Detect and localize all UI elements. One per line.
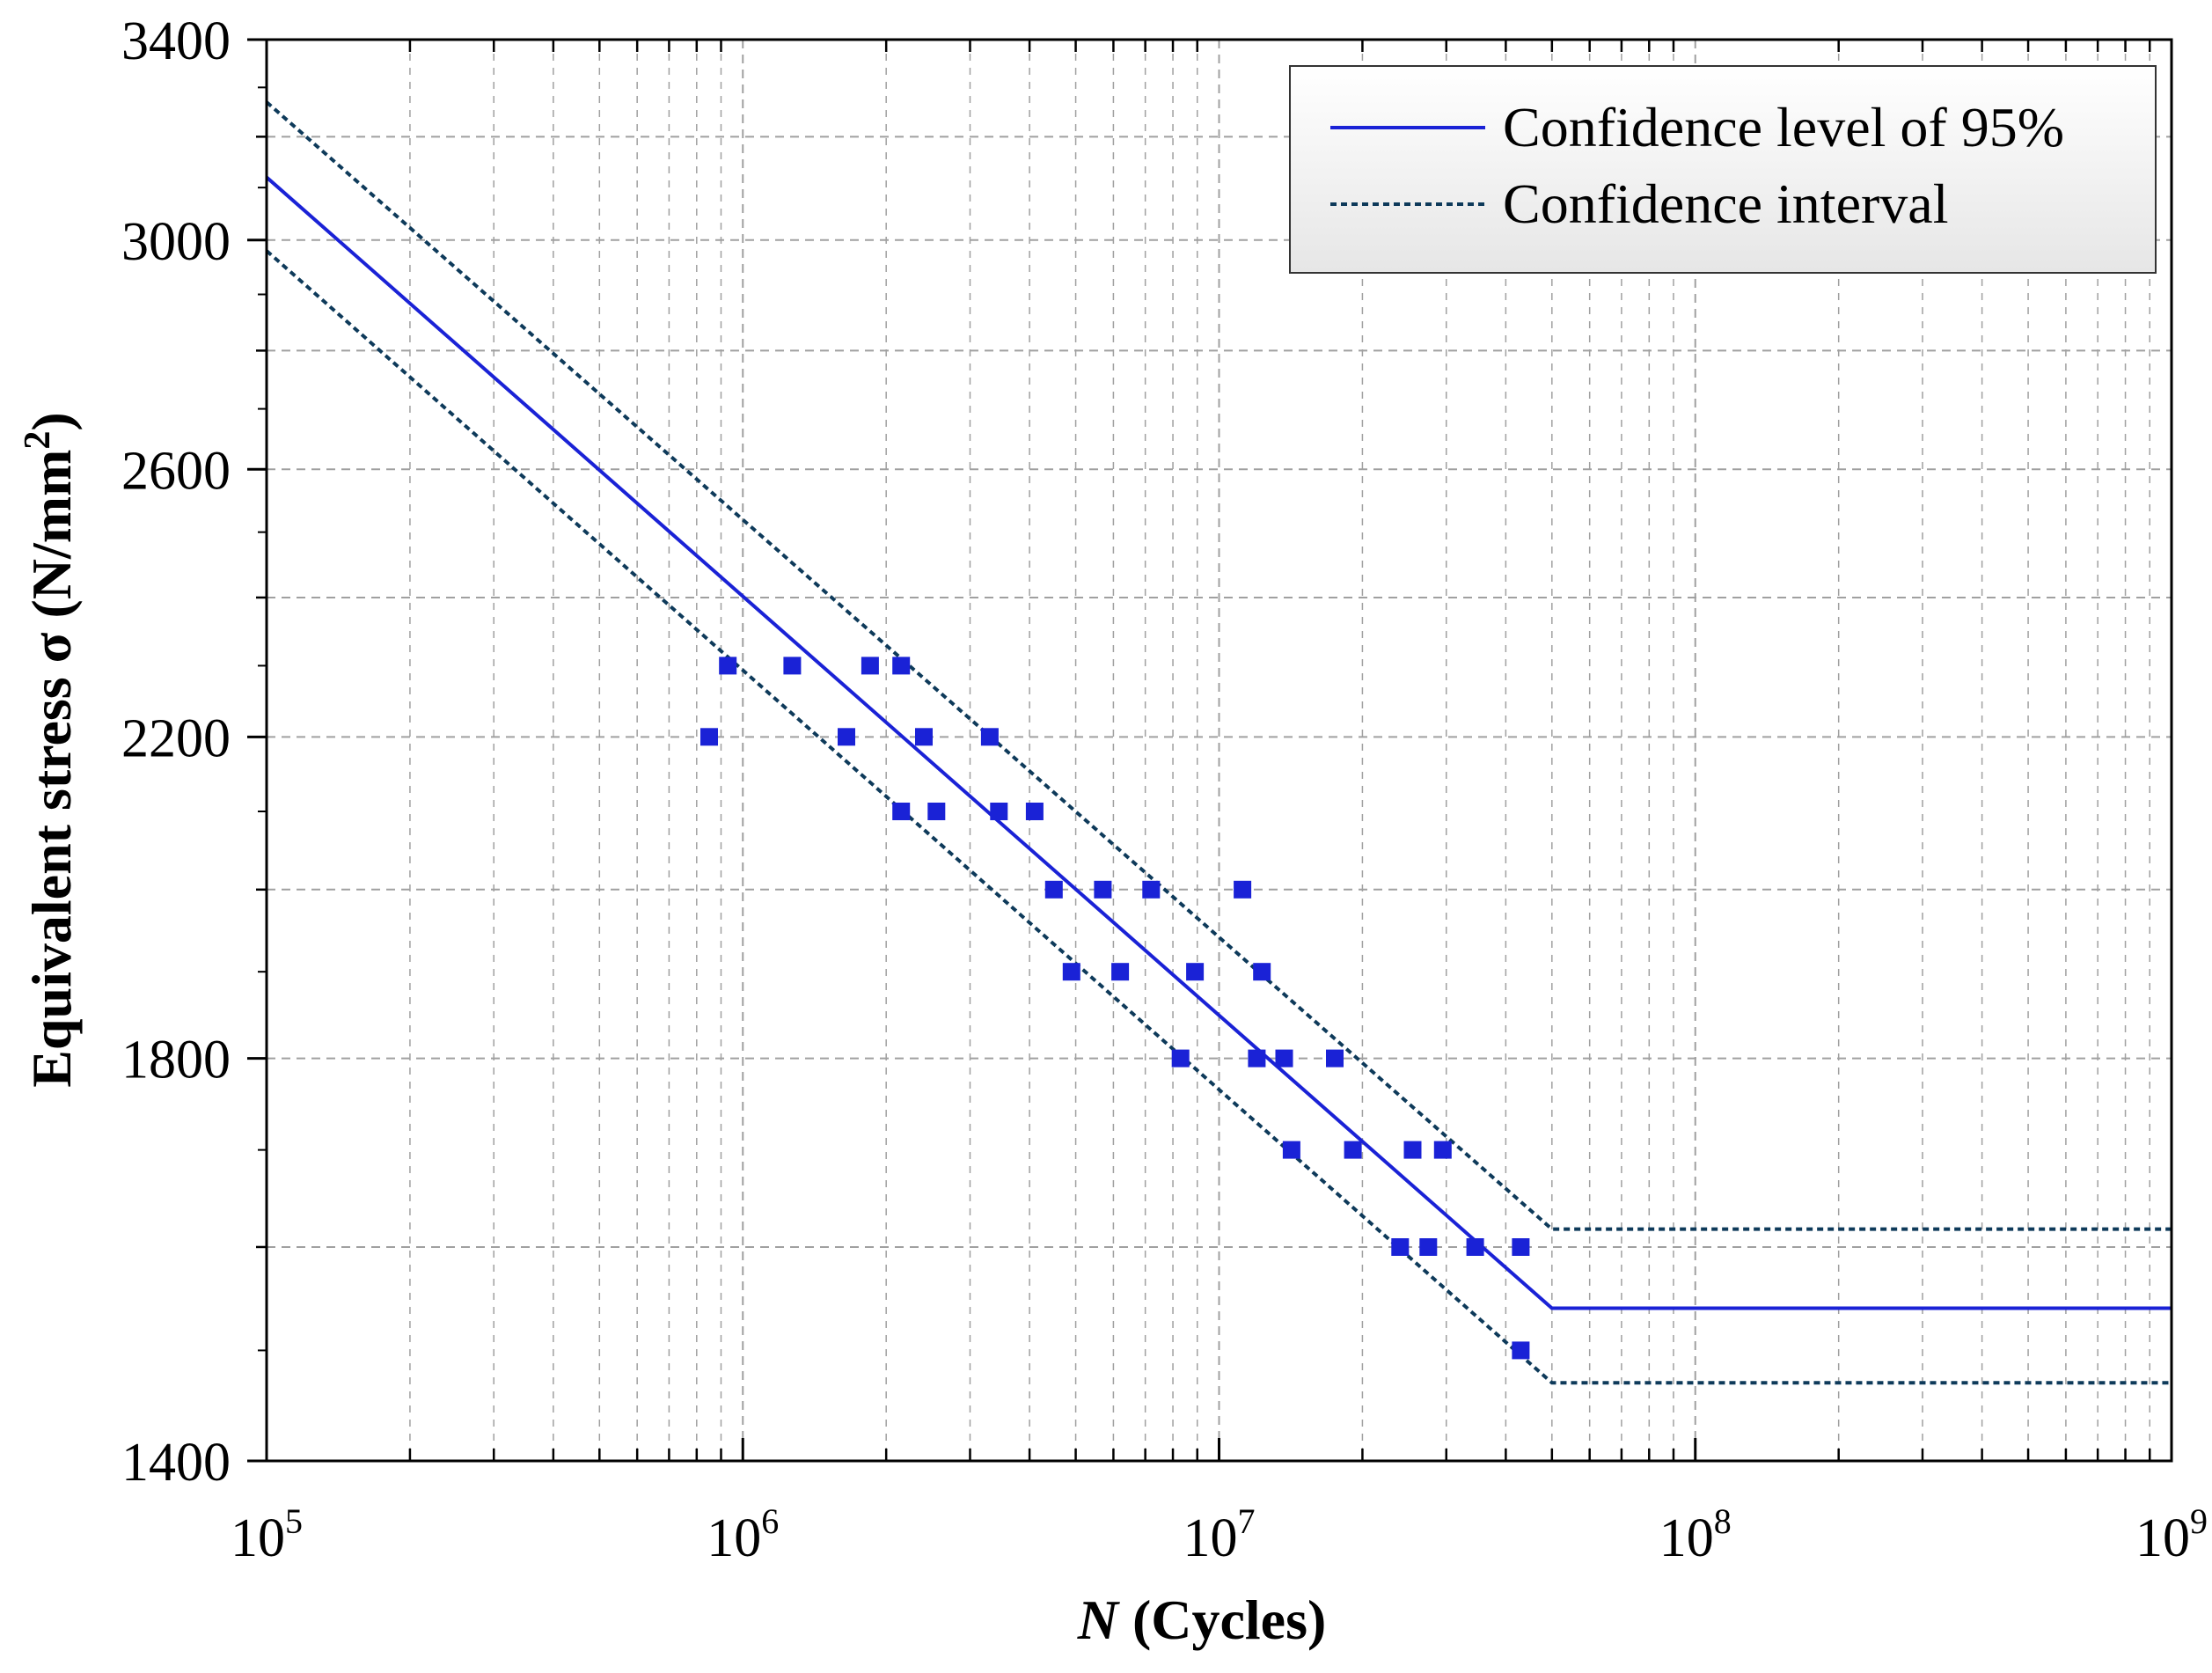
y-tick-labels: 1400 1800 2200 2600 3000 3400	[121, 11, 231, 1493]
y-axis-title-end: )	[20, 412, 83, 430]
data-point	[915, 728, 933, 746]
x-axis-title-italic: N	[1077, 1589, 1121, 1651]
data-point	[892, 657, 911, 675]
data-point	[1466, 1238, 1484, 1256]
y-axis-title-sup: 2	[18, 431, 58, 450]
data-point	[1111, 963, 1130, 981]
axis-ticks	[247, 38, 2173, 1463]
y-tick-label: 1400	[121, 1433, 231, 1493]
data-point	[1419, 1238, 1438, 1256]
confidence-interval-line	[267, 249, 2172, 1385]
x-tick-label: 106	[707, 1501, 779, 1568]
data-point	[719, 657, 737, 675]
legend-box	[1289, 65, 2157, 274]
x-tick-label: 105	[231, 1501, 303, 1568]
data-point	[990, 803, 1008, 820]
data-point	[1512, 1341, 1530, 1360]
legend: Confidence level of 95% Confidence inter…	[1289, 65, 2157, 274]
data-point	[783, 657, 802, 675]
x-tick-labels: 105 106 107 108 109	[231, 1501, 2208, 1568]
x-tick-label: 107	[1183, 1501, 1256, 1568]
data-point	[1326, 1049, 1344, 1068]
data-point	[1142, 880, 1161, 899]
legend-label-confidence-level: Confidence level of 95%	[1503, 96, 2064, 158]
y-tick-label: 2600	[121, 441, 231, 501]
data-point	[1094, 880, 1112, 899]
data-point	[1403, 1141, 1422, 1159]
data-point	[927, 803, 946, 820]
data-point	[1344, 1141, 1362, 1159]
series-lines	[267, 100, 2172, 1385]
data-point	[1253, 963, 1271, 981]
data-point	[1062, 963, 1080, 981]
data-point	[980, 728, 999, 746]
grid	[267, 40, 2172, 1461]
data-point	[1025, 803, 1044, 820]
data-point	[1044, 880, 1063, 899]
data-point	[892, 803, 911, 820]
data-point	[1282, 1141, 1300, 1159]
confidence-interval-line	[267, 100, 2172, 1231]
y-tick-label: 1800	[121, 1031, 231, 1090]
x-tick-label: 108	[1659, 1501, 1732, 1568]
legend-label-confidence-interval: Confidence interval	[1503, 172, 1948, 235]
confidence-level-line	[267, 175, 2172, 1310]
data-point	[1512, 1238, 1530, 1256]
data-point	[861, 657, 879, 675]
data-point	[1433, 1141, 1452, 1159]
data-point	[1248, 1049, 1266, 1068]
data-point	[1234, 880, 1252, 899]
y-tick-label: 2200	[121, 708, 231, 768]
data-point	[1171, 1049, 1190, 1068]
data-point	[838, 728, 855, 746]
data-point	[1275, 1049, 1293, 1068]
y-axis-title-main: Equivalent stress σ (N/mm	[20, 450, 83, 1088]
data-point	[700, 728, 718, 746]
y-tick-label: 3400	[121, 11, 231, 71]
data-point	[1391, 1238, 1410, 1256]
x-tick-label: 109	[2135, 1501, 2208, 1568]
x-axis-title: N (Cycles)	[1077, 1589, 1327, 1651]
data-markers	[700, 657, 1530, 1360]
x-axis-title-rest: (Cycles)	[1118, 1589, 1326, 1651]
y-tick-label: 3000	[121, 212, 231, 272]
y-axis-title: Equivalent stress σ (N/mm2)	[18, 412, 83, 1088]
data-point	[1186, 963, 1205, 981]
